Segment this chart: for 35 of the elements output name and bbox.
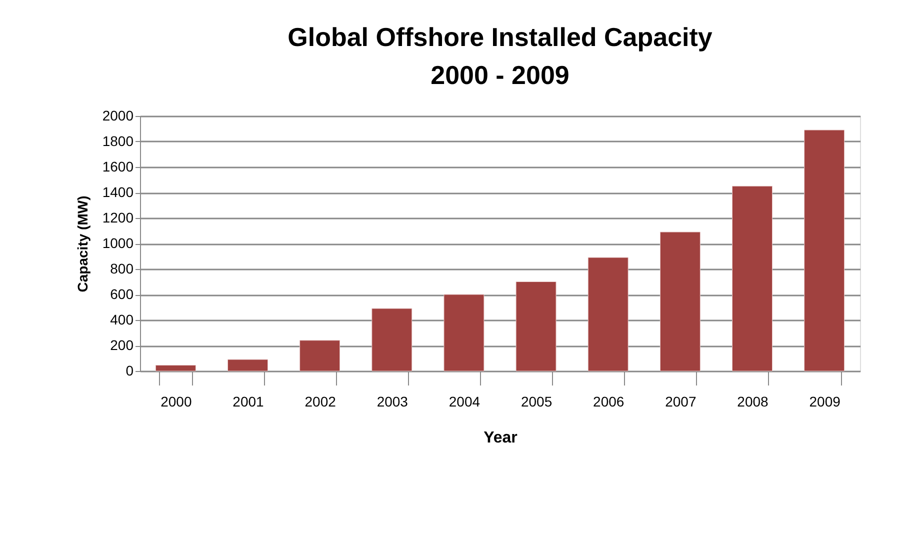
x-tick-label: 2004: [448, 394, 480, 410]
x-tick-label: 2008: [737, 394, 769, 410]
bar: [660, 232, 700, 372]
y-tick-label: 2000: [102, 108, 134, 124]
bar: [732, 186, 772, 372]
bar: [300, 340, 340, 372]
bar: [155, 365, 196, 372]
y-tick-label: 1000: [102, 235, 134, 251]
y-tick-label: 200: [110, 337, 134, 353]
x-tick-label: 2000: [160, 394, 192, 410]
x-tick-label: 2001: [232, 394, 264, 410]
x-tick-label: 2007: [665, 394, 696, 410]
bar: [444, 294, 484, 372]
bar: [228, 359, 268, 372]
y-tick-label: 800: [110, 260, 134, 276]
y-axis-title: Capacity (MW): [74, 196, 90, 292]
x-tick-label: 2006: [593, 394, 624, 410]
x-tick-label: 2009: [809, 394, 841, 410]
x-axis-title: Year: [484, 430, 518, 446]
bar: [804, 130, 845, 372]
text: 2000 - 2009: [430, 60, 570, 90]
y-tick-label: 400: [110, 312, 134, 328]
y-tick-label: 1800: [102, 133, 134, 149]
y-tick-label: 1600: [102, 158, 134, 174]
x-tick-label: 2003: [376, 394, 408, 410]
y-tick-label: 1400: [102, 184, 134, 200]
x-tick-label: 2005: [520, 394, 552, 410]
bar: [372, 308, 412, 372]
bar: [516, 282, 556, 372]
bar: [588, 257, 628, 372]
x-tick-label: 2002: [304, 394, 336, 410]
y-tick-label: 600: [110, 286, 134, 302]
y-tick-label: 1200: [102, 210, 134, 226]
text: Global Offshore Installed Capacity: [288, 22, 712, 52]
y-tick-label: 0: [126, 362, 134, 378]
